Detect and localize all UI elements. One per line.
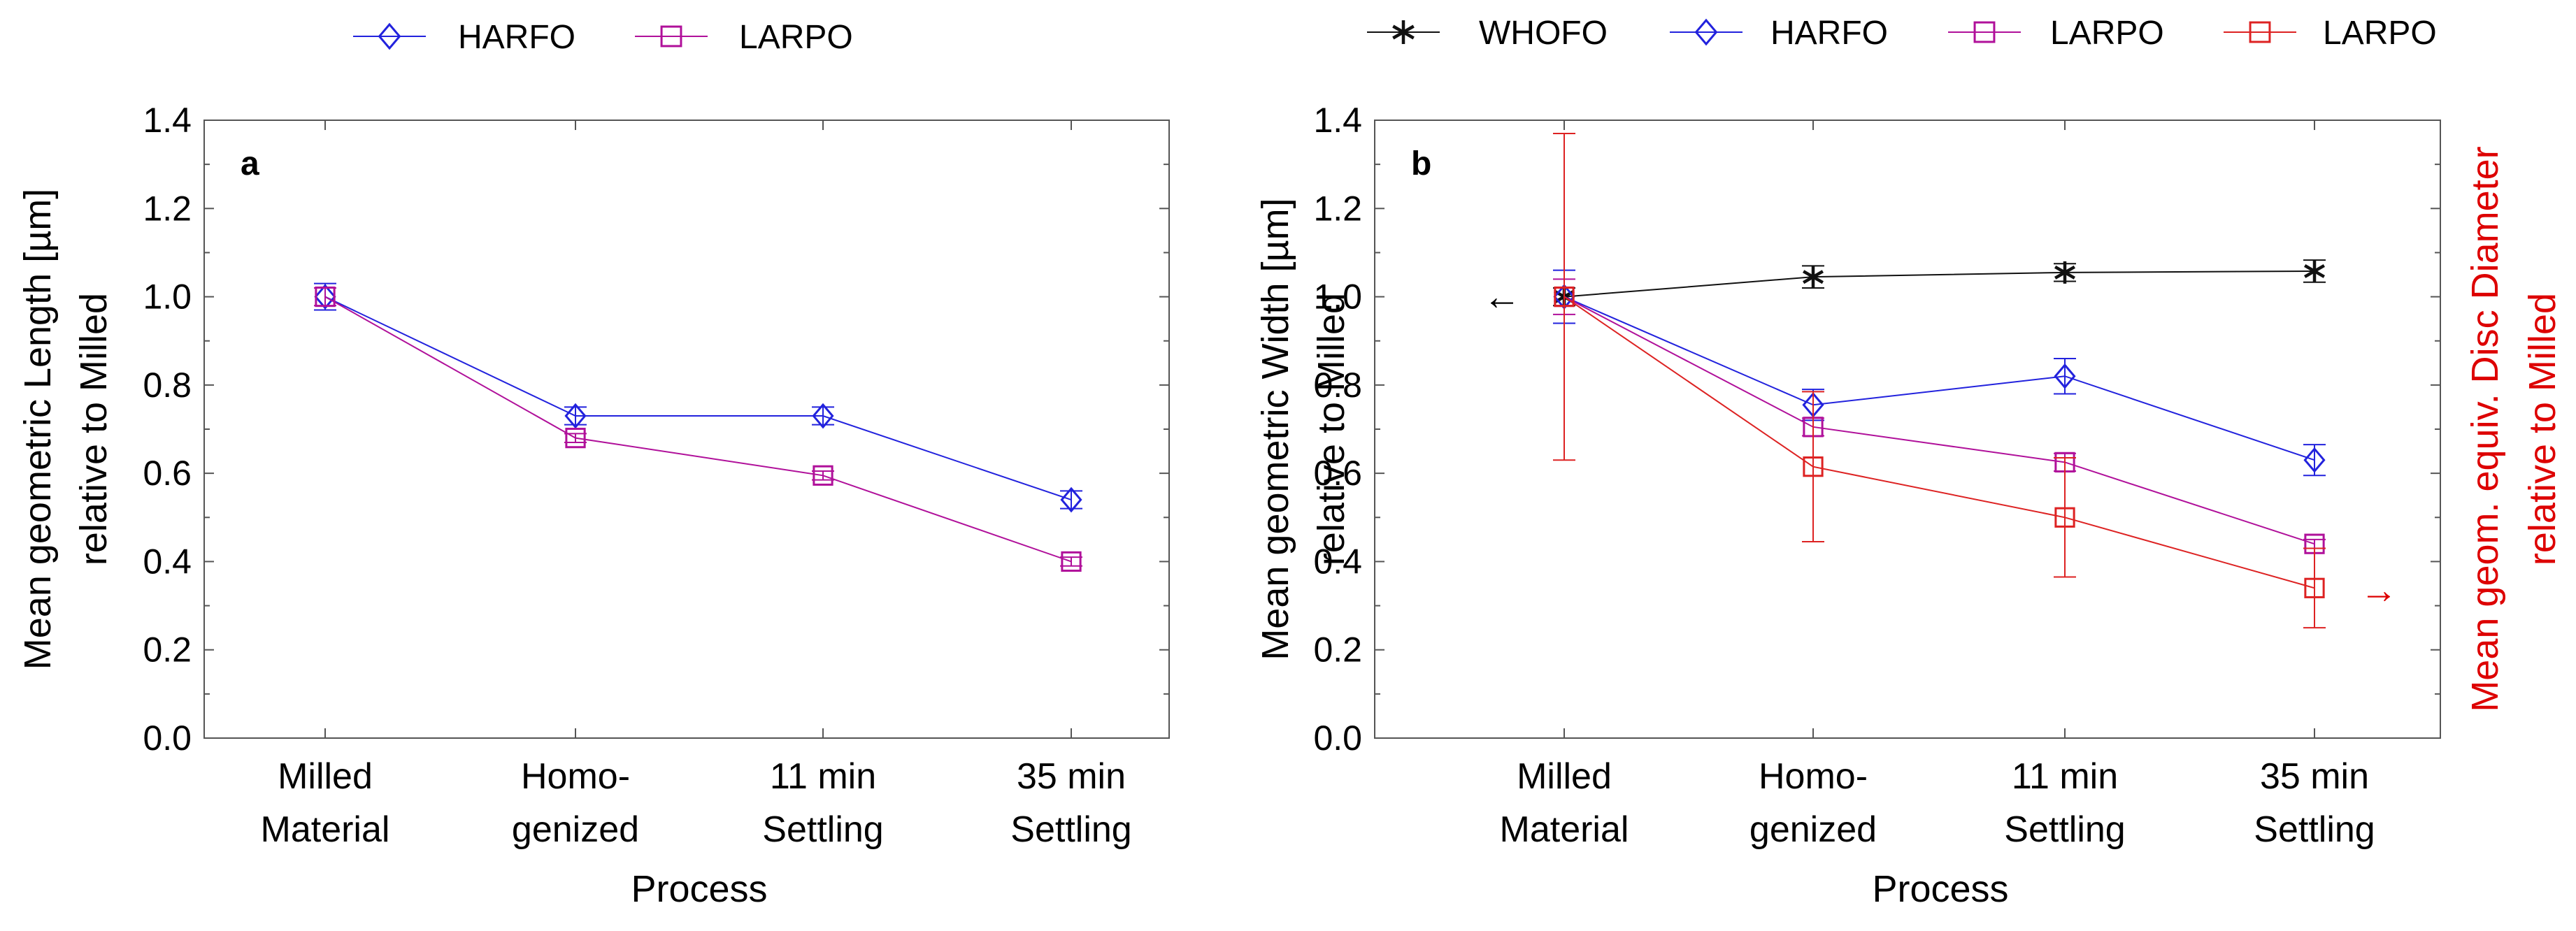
series-whofo-0: [1553, 259, 2326, 308]
x-tick-label: 11 min: [770, 756, 876, 797]
data-point: [564, 403, 587, 429]
y-axis-right-title: Mean geom. equiv. Disc Diameter: [2464, 146, 2506, 712]
series-line: [1564, 270, 2315, 298]
y-tick-label: 0.6: [1313, 454, 1362, 493]
x-tick-label: genized: [1749, 809, 1877, 850]
y-tick-label: 0.8: [1313, 366, 1362, 405]
series-line: [324, 296, 1072, 563]
right-axis-arrow: →: [2360, 569, 2398, 611]
legend-label: HARFO: [1770, 15, 1888, 52]
data-point: [1554, 286, 1575, 308]
y-axis-title-line2: relative to Milled: [73, 293, 115, 565]
data-point: [2054, 261, 2075, 284]
legend-marker-star-stroke: [1392, 24, 1415, 40]
panel-label: a: [241, 145, 259, 182]
data-point: [2303, 447, 2326, 473]
x-tick-label: Homo-: [521, 756, 630, 797]
series-harfo-0: [314, 282, 1082, 513]
y-tick-label: 1.4: [1313, 101, 1362, 140]
y-tick-label: 1.4: [143, 101, 192, 140]
x-axis-title: Process: [631, 868, 767, 910]
data-point: [1061, 551, 1082, 572]
y-tick-label: 0.2: [143, 630, 192, 670]
plot-frame: [1374, 120, 2441, 739]
x-tick-label: Material: [1500, 809, 1629, 850]
data-point-stroke: [1803, 270, 1824, 284]
data-point-stroke: [2054, 265, 2075, 280]
legend: WHOFO HARFO LARPO LARPO: [1367, 15, 2437, 52]
panel-label: b: [1411, 145, 1431, 182]
y-tick-label: 0.8: [143, 366, 192, 405]
x-tick-label: genized: [512, 809, 639, 850]
data-point: [565, 428, 586, 449]
legend-label: LARPO: [2323, 15, 2437, 52]
x-tick-label: 35 min: [1017, 756, 1126, 797]
data-point: [2304, 259, 2325, 282]
y-tick-label: 1.2: [143, 189, 192, 228]
legend-label: WHOFO: [1479, 15, 1608, 52]
y-axis-title-line2: relative to Milled: [1310, 293, 1352, 565]
legend-label: LARPO: [2050, 15, 2164, 52]
legend-marker-square: [660, 25, 682, 48]
legend-marker-square: [1973, 21, 1996, 43]
x-tick-label: Settling: [2254, 809, 2375, 850]
y-tick-label: 0.4: [143, 542, 192, 581]
legend-marker-diamond: [1694, 18, 1718, 46]
data-point: [812, 403, 834, 429]
legend-marker-square: [2249, 21, 2271, 43]
data-point: [1060, 486, 1082, 513]
data-point: [314, 284, 336, 310]
x-tick-label: Milled: [1517, 756, 1612, 797]
data-point: [315, 286, 336, 308]
x-tick-label: 35 min: [2260, 756, 2369, 797]
data-point: [1803, 266, 1824, 289]
series-larpo-3: [1553, 132, 2326, 629]
legend-label: LARPO: [739, 19, 853, 56]
y-tick-label: 0.0: [143, 719, 192, 758]
x-tick-label: Milled: [278, 756, 373, 797]
chart-panel-b: 0.0 0.2 0.4 0.6 0.8 1.0 1.2 1.4 Milled Material Ho…: [1254, 15, 2563, 910]
legend-label: HARFO: [458, 19, 575, 56]
legend-marker-diamond: [378, 22, 401, 50]
y-axis-title: Mean geometric Width [µm]: [1254, 198, 1296, 660]
plot-frame: [203, 120, 1170, 739]
y-tick-label: 1.2: [1313, 189, 1362, 228]
series-line: [324, 296, 1072, 500]
legend-marker-star: [1392, 20, 1415, 44]
data-point: [2054, 507, 2075, 528]
series-line: [1564, 296, 2315, 461]
data-point: [1803, 456, 1824, 477]
series-line: [1564, 296, 2315, 545]
data-point: [2304, 577, 2325, 598]
y-axis-title: Mean geometric Length [µm]: [17, 189, 59, 670]
y-tick-label: 0.6: [143, 454, 192, 493]
y-tick-label: 0.4: [1313, 542, 1362, 581]
y-tick-label: 0.2: [1313, 630, 1362, 670]
x-tick-label: Homo-: [1759, 756, 1868, 797]
x-tick-label: Settling: [1010, 809, 1131, 850]
series-line: [1564, 296, 2315, 589]
x-tick-label: Settling: [762, 809, 883, 850]
x-tick-label: Material: [261, 809, 390, 850]
left-axis-arrow: ←: [1483, 276, 1521, 318]
x-tick-label: 11 min: [2012, 756, 2118, 797]
y-tick-label: 1.0: [1313, 277, 1362, 317]
chart-panel-a: 0.0 0.2 0.4 0.6 0.8 1.0 1.2 1.4 Milled Material Ho…: [17, 19, 1170, 910]
y-axis-right-title-line2: relative to Milled: [2521, 293, 2563, 565]
y-tick-label: 0.0: [1313, 719, 1362, 758]
x-axis-title: Process: [1872, 868, 2008, 910]
series-larpo-2: [1553, 278, 2326, 554]
x-tick-label: Settling: [2004, 809, 2125, 850]
data-point: [2054, 363, 2076, 389]
legend: HARFO LARPO: [353, 19, 853, 56]
series-larpo-1: [314, 286, 1082, 572]
data-point-stroke: [2304, 264, 2325, 278]
data-point: [813, 465, 833, 486]
y-tick-label: 1.0: [143, 277, 192, 317]
